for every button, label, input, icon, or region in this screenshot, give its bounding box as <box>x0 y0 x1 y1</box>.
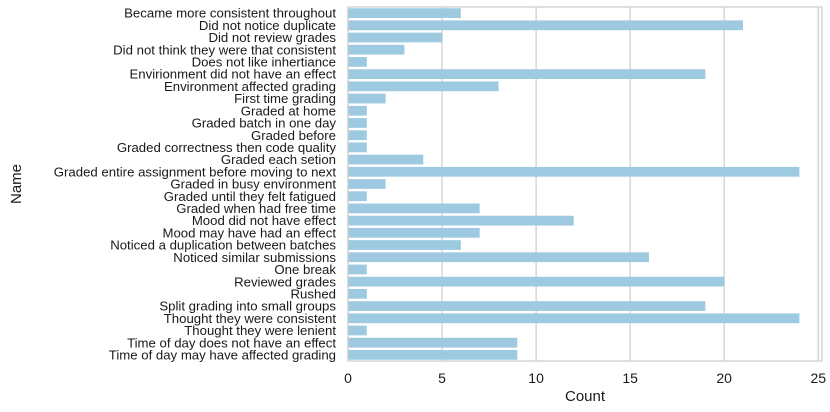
bar <box>348 166 800 177</box>
category-label: Did not think they were that consistent <box>113 42 336 57</box>
category-label: Graded when had free time <box>176 201 336 216</box>
category-label: Did not notice duplicate <box>199 18 336 33</box>
category-label: Mood may have had an effect <box>162 225 336 240</box>
bar <box>348 130 367 141</box>
bar <box>348 301 706 311</box>
category-label: Rushed <box>291 286 336 301</box>
bar <box>348 337 518 348</box>
category-label: Graded batch in one day <box>192 116 337 131</box>
bar <box>348 8 461 18</box>
bar <box>348 32 443 43</box>
category-label: Time of day does not have an effect <box>127 335 336 350</box>
category-label: Mood did not have effect <box>192 213 337 228</box>
category-label: Noticed similar submissions <box>173 250 336 265</box>
category-label: Graded before <box>251 128 336 143</box>
bars <box>348 8 800 360</box>
bar <box>348 288 367 299</box>
x-tick-label: 15 <box>622 370 638 386</box>
bar <box>348 203 480 214</box>
bar <box>348 252 649 263</box>
x-tick-label: 5 <box>438 370 446 386</box>
x-tick-label: 0 <box>344 370 352 386</box>
x-tick-label: 10 <box>528 370 544 386</box>
category-label: Graded entire assignment before moving t… <box>54 164 337 179</box>
category-label: Graded until they felt fatigued <box>164 189 336 204</box>
bar <box>348 69 706 80</box>
bar <box>348 179 386 189</box>
bar <box>348 191 367 202</box>
category-label: Graded each setion <box>221 152 336 167</box>
category-label: Graded correctness then code quality <box>117 140 337 155</box>
bar <box>348 93 386 104</box>
bar <box>348 118 367 128</box>
bar <box>348 57 367 67</box>
category-label: Reviewed grades <box>234 274 336 289</box>
plot-frame <box>347 6 823 362</box>
category-label: Thought they were consistent <box>164 311 337 326</box>
category-label: Became more consistent throughout <box>124 6 336 21</box>
bar <box>348 227 480 238</box>
bar <box>348 350 518 360</box>
bar <box>348 44 405 55</box>
category-label: Graded in busy environment <box>170 177 336 192</box>
bar <box>348 142 367 153</box>
category-label: Time of day may have affected grading <box>109 347 336 362</box>
category-label: Envirionment did not have an effect <box>130 67 337 82</box>
category-label: Does not like inhertiance <box>192 55 336 70</box>
category-label: Thought they were lenient <box>184 323 336 338</box>
bar <box>348 81 499 92</box>
bar <box>348 325 367 336</box>
x-tick-labels: 0 5 10 15 20 25 <box>344 370 826 386</box>
category-label: Graded at home <box>241 103 336 118</box>
category-label: Environment affected grading <box>164 79 336 94</box>
bar <box>348 105 367 116</box>
bar <box>348 313 800 324</box>
bar <box>348 20 743 31</box>
y-axis-title: Name <box>8 164 25 204</box>
bar <box>348 276 725 287</box>
category-label: First time grading <box>234 91 336 106</box>
bar <box>348 264 367 275</box>
category-label: Noticed a duplication between batches <box>110 238 336 253</box>
bar <box>348 215 574 226</box>
category-label: Split grading into small groups <box>159 299 336 314</box>
bar <box>348 240 461 250</box>
x-axis-title: Count <box>565 388 606 405</box>
x-tick-label: 20 <box>716 370 732 386</box>
x-tick-label: 25 <box>810 370 826 386</box>
bar <box>348 154 424 165</box>
category-label: Did not review grades <box>208 30 336 45</box>
category-label: One break <box>274 262 336 277</box>
